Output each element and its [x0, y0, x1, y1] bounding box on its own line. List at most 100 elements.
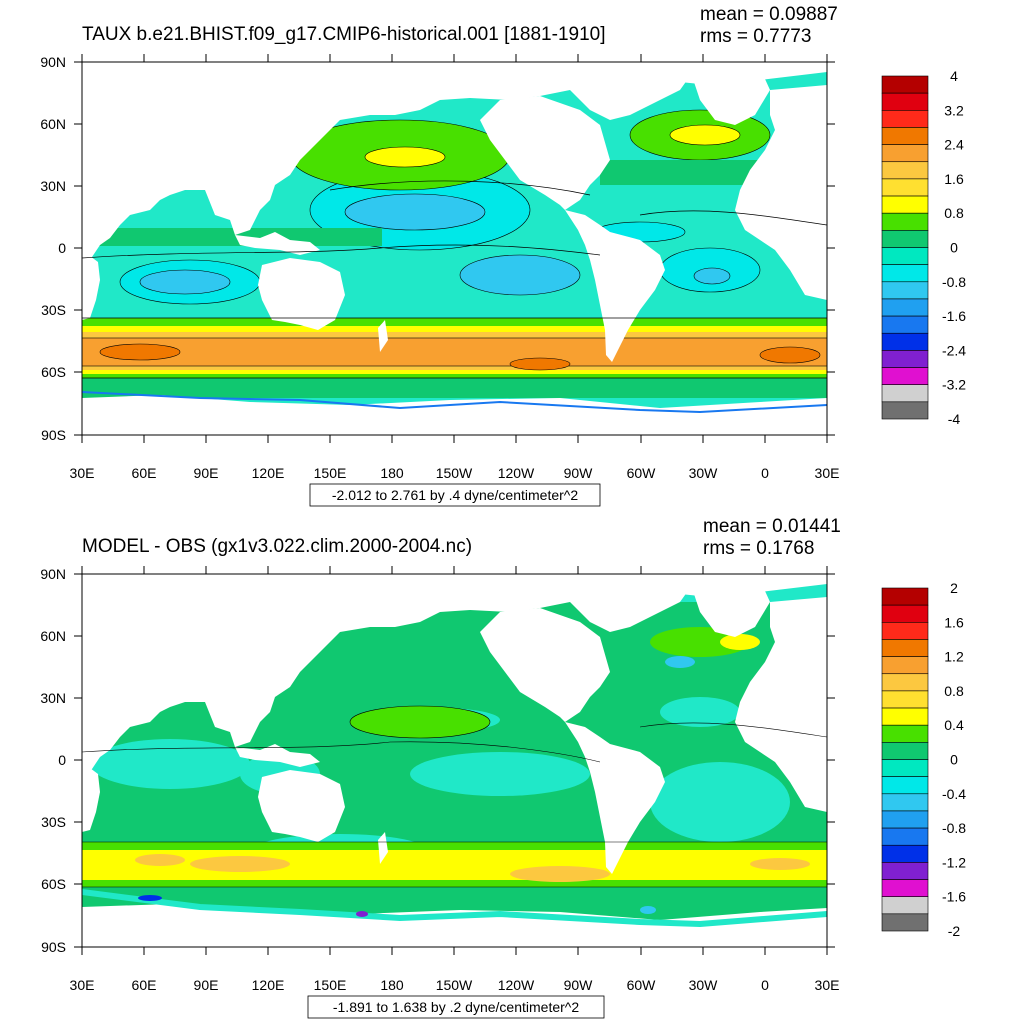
lat-label: 0	[58, 752, 66, 768]
range-label-box	[307, 995, 605, 1019]
colorbar-swatch	[881, 144, 929, 163]
lon-label: 120W	[498, 465, 535, 481]
colorbar-swatch	[881, 587, 929, 606]
lat-label: 90S	[41, 427, 66, 443]
colorbar-swatch	[881, 281, 929, 300]
mean-stat: mean = 0.01441	[703, 516, 841, 537]
lon-label: 60E	[132, 977, 157, 993]
colorbar-swatch	[881, 110, 929, 128]
colorbar-swatch	[881, 401, 929, 420]
difference-map-svg: MODEL - OBS (gx1v3.022.clim.2000-2004.nc…	[40, 516, 966, 1019]
lon-label: 150E	[314, 977, 347, 993]
latitude-axis: 90N 60N 30N 0 30S 60S 90S	[40, 54, 835, 443]
colorbar-swatch	[881, 776, 929, 795]
lat-label: 60N	[40, 116, 66, 132]
lon-label: 150W	[436, 465, 473, 481]
colorbar-label: -1.6	[942, 889, 966, 905]
lon-label: 120W	[498, 977, 535, 993]
lat-label: 90S	[41, 939, 66, 955]
colorbar-label: -1.6	[942, 308, 966, 324]
taux-map-panel: TAUX b.e21.BHIST.f09_g17.CMIP6-historica…	[0, 0, 1024, 512]
colorbar-swatch	[881, 724, 929, 743]
longitude-axis: 30E 60E 90E 120E 150E 180 150W 120W 90W …	[70, 54, 840, 481]
colorbar-label: 0.8	[944, 205, 964, 221]
colorbar-label: 0	[950, 240, 958, 256]
taux-map-svg: TAUX b.e21.BHIST.f09_g17.CMIP6-historica…	[40, 4, 966, 507]
colorbar-swatch	[881, 810, 929, 829]
colorbar-swatch	[881, 178, 929, 197]
model-minus-obs-map-panel: MODEL - OBS (gx1v3.022.clim.2000-2004.nc…	[0, 512, 1024, 1024]
map-title: MODEL - OBS (gx1v3.022.clim.2000-2004.nc…	[82, 536, 472, 557]
lat-label: 90N	[40, 566, 66, 582]
colorbar-label: -2	[948, 923, 961, 939]
map-field	[82, 62, 827, 435]
colorbar-swatch	[881, 690, 929, 709]
colorbar-swatch	[881, 639, 929, 657]
lon-label: 30E	[70, 977, 95, 993]
colorbar-swatch	[881, 656, 929, 675]
colorbar-label: -0.8	[942, 820, 966, 836]
lon-label: 30E	[815, 465, 840, 481]
colorbar-swatch	[881, 230, 929, 248]
colorbar-label: -3.2	[942, 377, 966, 393]
colorbar-label: 1.2	[944, 649, 964, 665]
latitude-axis: 90N 60N 30N 0 30S 60S 90S	[40, 566, 835, 955]
lon-label: 150W	[436, 977, 473, 993]
lon-label: 90W	[564, 977, 594, 993]
colorbar-label: -2.4	[942, 342, 966, 358]
colorbar-swatch	[881, 350, 929, 368]
colorbar-swatch	[881, 161, 929, 180]
lon-label: 60W	[627, 465, 657, 481]
lon-label: 30W	[689, 977, 719, 993]
lon-label: 60W	[627, 977, 657, 993]
colorbar: 2 1.6 1.2 0.8 0.4 0 -0.4 -0.8 -1.2 -1.6 -2	[881, 580, 966, 939]
lat-label: 30N	[40, 178, 66, 194]
lon-label: 30W	[689, 465, 719, 481]
lat-label: 60S	[41, 364, 66, 380]
colorbar-label: 1.6	[944, 614, 964, 630]
rms-stat: rms = 0.1768	[703, 538, 814, 559]
lon-label: 180	[380, 465, 404, 481]
colorbar-swatch	[881, 332, 929, 351]
lon-label: 0	[761, 465, 769, 481]
lat-label: 60N	[40, 628, 66, 644]
rms-stat: rms = 0.7773	[700, 26, 811, 47]
colorbar-swatch	[881, 827, 929, 846]
lat-label: 0	[58, 240, 66, 256]
colorbar-label: -1.2	[942, 854, 966, 870]
lat-label: 30S	[41, 814, 66, 830]
colorbar-swatch	[881, 707, 929, 726]
colorbar-label: 0.8	[944, 683, 964, 699]
range-label-box	[309, 483, 601, 507]
colorbar-label: 3.2	[944, 102, 964, 118]
colorbar-label: -0.8	[942, 274, 966, 290]
colorbar: 4 3.2 2.4 1.6 0.8 0 -0.8 -1.6 -2.4 -3.2 -4	[881, 68, 966, 427]
range-label: -2.012 to 2.761 by .4 dyne/centimeter^2	[332, 487, 578, 503]
lon-label: 90E	[194, 977, 219, 993]
lon-label: 90E	[194, 465, 219, 481]
colorbar-label: 0.4	[944, 717, 964, 733]
colorbar-swatch	[881, 264, 929, 283]
colorbar-swatch	[881, 862, 929, 880]
lon-label: 90W	[564, 465, 594, 481]
colorbar-label: -0.4	[942, 786, 966, 802]
lat-label: 60S	[41, 876, 66, 892]
lat-label: 30S	[41, 302, 66, 318]
colorbar-swatch	[881, 673, 929, 692]
colorbar-swatch	[881, 75, 929, 94]
colorbar-swatch	[881, 622, 929, 640]
lat-label: 30N	[40, 690, 66, 706]
lon-label: 60E	[132, 465, 157, 481]
colorbar-swatch	[881, 759, 929, 777]
colorbar-label: 2.4	[944, 137, 964, 153]
lon-label: 0	[761, 977, 769, 993]
lon-label: 150E	[314, 465, 347, 481]
lon-label: 120E	[252, 465, 285, 481]
lon-label: 30E	[70, 465, 95, 481]
lon-label: 180	[380, 977, 404, 993]
longitude-axis: 30E 60E 90E 120E 150E 180 150W 120W 90W …	[70, 566, 839, 993]
colorbar-swatch	[881, 844, 929, 863]
colorbar-swatch	[881, 195, 929, 214]
colorbar-swatch	[881, 298, 929, 317]
colorbar-label: 4	[950, 68, 958, 84]
